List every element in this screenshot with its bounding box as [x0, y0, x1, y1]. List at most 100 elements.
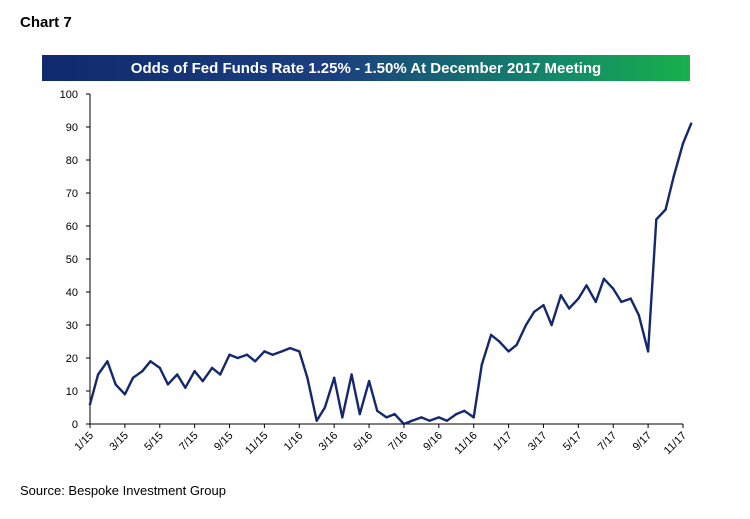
x-tick-label: 11/15: [243, 430, 270, 457]
data-point: [455, 412, 458, 416]
data-point: [385, 416, 388, 419]
y-tick-label: 30: [66, 320, 78, 332]
x-tick-label: 3/15: [107, 430, 131, 454]
data-point: [228, 353, 231, 356]
data-point: [585, 284, 588, 287]
data-point: [672, 175, 675, 178]
x-tick-label: 5/16: [352, 430, 376, 454]
y-tick-label: 10: [66, 386, 78, 398]
data-point: [559, 294, 563, 297]
data-point: [507, 350, 510, 353]
data-point: [323, 406, 327, 409]
x-tick-label: 5/17: [561, 430, 585, 454]
data-point: [567, 307, 571, 310]
x-tick-label: 9/17: [631, 430, 655, 454]
chart-title: Odds of Fed Funds Rate 1.25% - 1.50% At …: [130, 59, 602, 77]
data-point: [689, 122, 693, 125]
data-point: [158, 366, 161, 370]
data-point: [524, 323, 528, 327]
y-tick-label: 90: [66, 122, 78, 134]
data-point: [210, 366, 214, 370]
data-point: [472, 416, 475, 419]
series-line: [88, 122, 693, 426]
data-point: [428, 419, 431, 422]
data-point: [271, 353, 274, 356]
x-tick-label: 3/16: [317, 430, 341, 454]
y-tick-label: 50: [66, 254, 78, 266]
data-point: [542, 304, 545, 307]
y-tick-label: 70: [66, 188, 78, 200]
data-point: [166, 383, 170, 386]
data-point: [594, 300, 597, 304]
data-point: [236, 356, 239, 360]
data-point: [620, 300, 623, 304]
data-point: [681, 142, 685, 145]
data-point: [550, 323, 553, 327]
data-point: [141, 370, 144, 373]
data-point: [245, 353, 249, 356]
x-tick-label: 5/15: [142, 430, 166, 454]
data-point: [367, 379, 371, 383]
x-tick-label: 1/16: [282, 430, 306, 454]
data-point: [306, 376, 309, 379]
x-tick-label: 7/16: [386, 430, 410, 454]
data-point: [393, 412, 396, 416]
data-point: [341, 416, 344, 419]
data-point: [315, 419, 318, 422]
data-point: [253, 360, 257, 363]
data-point: [655, 218, 658, 221]
y-tick-label: 60: [66, 221, 78, 233]
data-point: [637, 313, 640, 317]
x-tick-label: 1/15: [72, 430, 96, 454]
data-point: [420, 416, 423, 419]
x-tick-label: 9/15: [212, 430, 236, 454]
data-point: [480, 363, 483, 366]
data-point: [219, 373, 222, 376]
y-tick-label: 20: [66, 353, 78, 365]
chart-label: Chart 7: [20, 14, 72, 31]
data-point: [350, 373, 353, 376]
data-point: [410, 419, 414, 422]
chart-title-bar: Odds of Fed Funds Rate 1.25% - 1.50% At …: [42, 55, 690, 81]
data-point: [333, 376, 336, 379]
data-point: [577, 297, 580, 300]
data-point: [131, 376, 135, 379]
data-point: [463, 409, 466, 412]
data-point: [498, 340, 501, 343]
data-point: [298, 350, 301, 353]
y-tick-label: 80: [66, 155, 78, 167]
data-point: [280, 350, 284, 353]
data-point: [437, 416, 440, 419]
data-point: [193, 370, 196, 373]
data-point: [201, 379, 204, 383]
data-point: [445, 419, 449, 422]
y-tick-label: 100: [60, 89, 78, 101]
x-tick-label: 9/16: [421, 430, 445, 454]
data-point: [114, 383, 117, 386]
source-note: Source: Bespoke Investment Group: [20, 483, 226, 498]
data-point: [88, 403, 92, 406]
data-point: [602, 277, 606, 280]
data-point: [646, 350, 650, 353]
x-tick-label: 3/17: [526, 430, 550, 454]
x-tick-label: 7/17: [596, 430, 620, 454]
data-point: [149, 360, 152, 363]
y-tick-label: 0: [72, 419, 78, 431]
data-point: [515, 343, 518, 346]
data-point: [629, 297, 632, 300]
data-point: [123, 393, 127, 396]
data-point: [489, 333, 493, 337]
data-point: [358, 412, 361, 416]
x-tick-label: 11/17: [662, 430, 689, 457]
x-tick-label: 1/17: [491, 430, 515, 454]
data-point: [96, 373, 100, 376]
data-point: [533, 310, 536, 313]
data-point: [288, 346, 292, 350]
data-point: [184, 386, 187, 389]
data-point: [263, 350, 266, 353]
data-point: [402, 422, 406, 426]
data-point: [664, 208, 667, 211]
x-tick-label: 7/15: [177, 430, 201, 454]
x-tick-label: 11/16: [452, 430, 479, 457]
